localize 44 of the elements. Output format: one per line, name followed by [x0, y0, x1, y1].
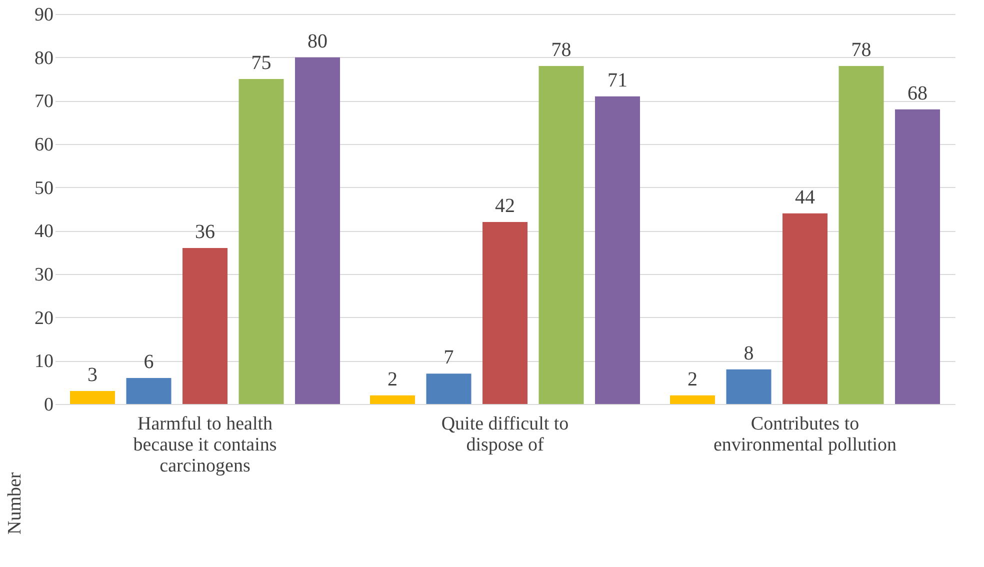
y-axis-title: Number [4, 472, 26, 534]
data-label: 78 [551, 39, 572, 61]
y-tick-label: 10 [34, 351, 54, 372]
y-tick-label: 60 [34, 134, 54, 156]
bar [426, 374, 472, 404]
y-tick-label: 40 [34, 221, 54, 242]
bar [182, 248, 228, 404]
bar [595, 96, 640, 404]
bar [70, 391, 115, 404]
data-label: 3 [88, 364, 98, 386]
data-label: 2 [688, 368, 698, 390]
y-tick-label: 70 [34, 91, 54, 112]
bar [295, 57, 340, 404]
data-label: 42 [495, 195, 515, 217]
data-label: 6 [144, 351, 154, 373]
bar [482, 222, 528, 404]
data-label: 75 [251, 52, 272, 74]
data-label: 68 [908, 82, 928, 104]
data-label: 44 [795, 186, 815, 208]
x-tick-label: Contributes to environmental pollution [713, 414, 898, 456]
y-tick-label: 90 [34, 4, 54, 26]
bar [538, 66, 584, 404]
x-tick-label: Quite difficult to dispose of [441, 414, 569, 456]
y-tick-label: 80 [34, 48, 54, 69]
y-tick-label: 20 [34, 308, 54, 329]
x-tick-label: Harmful to health because it contains carcinogens [133, 414, 277, 476]
bar [370, 395, 415, 404]
bar [782, 213, 828, 404]
bar [126, 378, 172, 404]
data-label: 8 [744, 342, 754, 364]
y-tick-label: 0 [44, 394, 54, 416]
bar [670, 395, 715, 404]
data-label: 7 [444, 346, 454, 369]
data-label: 71 [608, 69, 628, 92]
data-label: 36 [195, 221, 215, 243]
bar [895, 109, 940, 404]
data-label: 78 [851, 39, 872, 61]
data-label: 80 [308, 30, 328, 52]
y-tick-label: 50 [34, 178, 54, 199]
y-tick-label: 30 [34, 264, 54, 286]
bar [238, 79, 284, 404]
bar [726, 369, 772, 404]
data-label: 2 [388, 368, 398, 390]
bar [838, 66, 884, 404]
